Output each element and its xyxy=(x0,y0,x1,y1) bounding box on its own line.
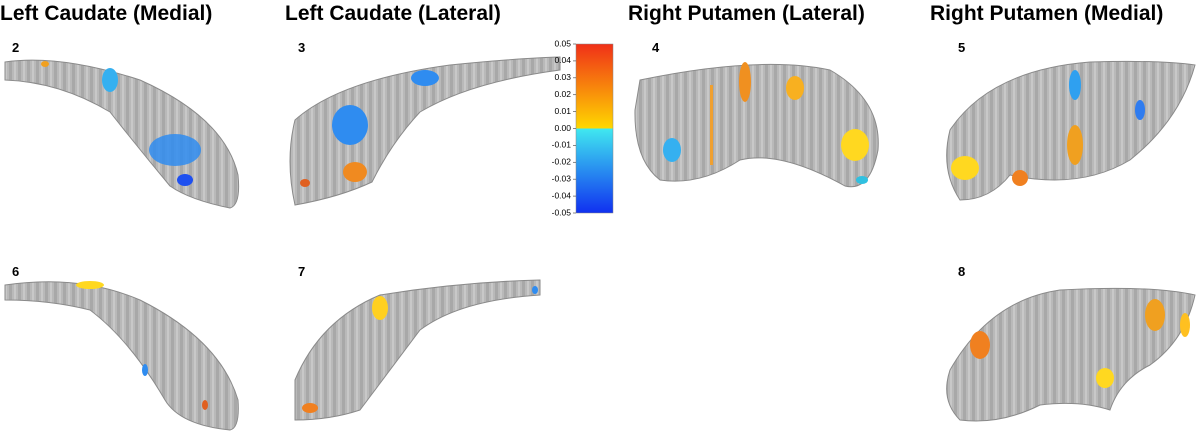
colorbar-scale xyxy=(575,43,614,214)
tick-label: -0.04 xyxy=(552,190,572,200)
tick-label: 0.00 xyxy=(554,123,571,133)
tick-label: -0.02 xyxy=(552,157,572,167)
panel-header: Right Putamen (Medial) xyxy=(930,2,1163,25)
panel-number: 4 xyxy=(652,40,660,55)
surface-panel xyxy=(946,60,1196,201)
panel-header: Left Caudate (Medial) xyxy=(0,2,212,25)
surface-panel xyxy=(4,59,240,209)
panel-number: 2 xyxy=(12,40,19,55)
colorbar: 0.05 0.04 0.03 0.02 0.01 0.00 -0.01 -0.02 -0.03 -… xyxy=(552,38,614,217)
surface-panel xyxy=(4,281,239,431)
surface-panel xyxy=(294,279,541,421)
surface-panel xyxy=(946,287,1196,422)
panel-number: 6 xyxy=(12,264,19,279)
tick-label: -0.05 xyxy=(552,207,572,217)
tick-label: 0.05 xyxy=(554,38,571,48)
panel-number: 7 xyxy=(298,264,305,279)
surface-panel xyxy=(634,62,879,188)
panel-number: 3 xyxy=(298,40,305,55)
panel-header: Right Putamen (Lateral) xyxy=(628,2,865,25)
tick-label: 0.02 xyxy=(554,89,571,99)
tick-label: -0.03 xyxy=(552,173,572,183)
tick-label: 0.03 xyxy=(554,72,571,82)
panel-number: 5 xyxy=(958,40,965,55)
tick-label: -0.01 xyxy=(552,140,572,150)
panel-number: 8 xyxy=(958,264,965,279)
tick-label: 0.04 xyxy=(554,55,571,65)
tick-label: 0.01 xyxy=(554,106,571,116)
panel-header: Left Caudate (Lateral) xyxy=(285,2,501,25)
surface-panel xyxy=(289,56,561,206)
